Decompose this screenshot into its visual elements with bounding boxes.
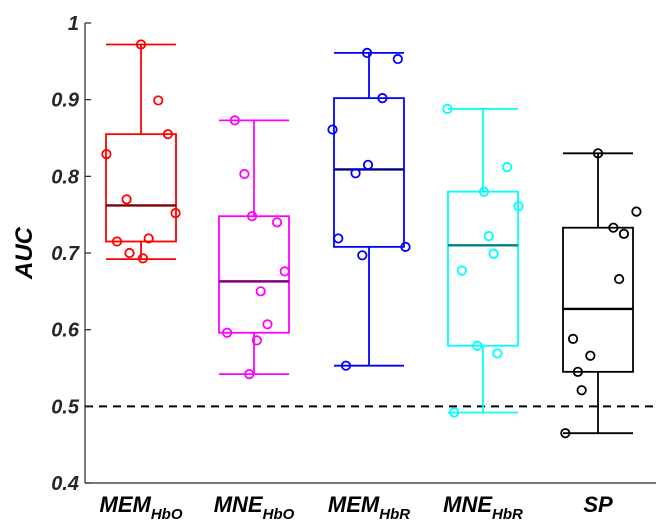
- y-axis-title: AUC: [11, 226, 38, 280]
- x-category-subscript: HbO: [263, 506, 295, 523]
- box-iqr: [562, 226, 634, 373]
- x-category-label: MNEHbO: [214, 492, 295, 523]
- data-point: [472, 340, 483, 351]
- data-point: [255, 286, 266, 297]
- data-point: [124, 247, 135, 259]
- data-point: [478, 186, 490, 197]
- data-point: [631, 206, 642, 217]
- data-point: [614, 273, 625, 285]
- plot-area: [85, 23, 656, 483]
- data-point: [333, 233, 344, 244]
- y-tick-label: 0.6: [51, 320, 80, 342]
- data-point: [488, 248, 499, 259]
- data-point: [111, 236, 123, 247]
- box-iqr: [105, 133, 177, 243]
- x-category-label: MEMHbR: [328, 492, 410, 523]
- data-point: [340, 360, 352, 371]
- data-point: [361, 47, 373, 59]
- y-tick-label: 0.5: [51, 396, 80, 418]
- x-category-main: MEM: [328, 492, 380, 517]
- data-point: [135, 39, 147, 50]
- box-iqr: [218, 215, 290, 334]
- x-category-label: MNEHbR: [443, 492, 523, 523]
- x-category-subscript: HbR: [379, 506, 410, 523]
- data-point: [162, 129, 173, 140]
- data-point: [246, 211, 258, 222]
- data-point: [279, 266, 290, 277]
- data-point: [262, 319, 273, 330]
- box-iqr: [447, 190, 519, 347]
- data-point: [153, 95, 164, 106]
- data-point: [271, 217, 283, 228]
- data-point: [585, 350, 596, 361]
- data-point: [400, 241, 411, 252]
- x-category-label: SP: [583, 492, 613, 517]
- y-tick-label: 1: [68, 13, 79, 35]
- data-point: [567, 333, 579, 344]
- y-tick-label: 0.9: [51, 90, 80, 112]
- data-point: [576, 385, 587, 396]
- data-point: [392, 53, 403, 65]
- data-point: [449, 407, 460, 418]
- data-point: [377, 93, 388, 104]
- data-point: [143, 233, 154, 244]
- data-point: [513, 201, 524, 212]
- data-point: [357, 250, 368, 261]
- data-point: [137, 253, 149, 264]
- x-category-main: MNE: [214, 492, 264, 517]
- data-point: [251, 335, 262, 346]
- data-point: [327, 124, 338, 135]
- data-point: [501, 162, 513, 173]
- data-point: [572, 366, 583, 377]
- data-point: [239, 168, 250, 180]
- x-category-main: MNE: [443, 492, 493, 517]
- x-category-subscript: HbO: [151, 506, 183, 523]
- y-tick-label: 0.8: [51, 166, 80, 188]
- data-point: [618, 228, 630, 239]
- x-category-main: SP: [583, 492, 613, 517]
- data-point: [608, 222, 619, 233]
- x-category-subscript: HbR: [492, 506, 523, 523]
- data-point: [456, 265, 467, 276]
- data-point: [362, 159, 374, 170]
- data-point: [350, 168, 361, 179]
- data-point: [229, 115, 240, 126]
- data-point: [101, 149, 112, 160]
- data-point: [442, 103, 453, 114]
- data-point: [483, 231, 494, 242]
- x-category-main: MEM: [100, 492, 152, 517]
- data-point: [170, 208, 181, 219]
- data-point: [492, 348, 503, 359]
- x-category-label: MEMHbO: [100, 492, 183, 523]
- box-iqr: [333, 97, 405, 248]
- y-tick-label: 0.4: [51, 473, 79, 495]
- data-point: [121, 194, 132, 205]
- y-tick-label: 0.7: [51, 243, 80, 265]
- data-point: [592, 148, 604, 159]
- data-point: [222, 327, 233, 338]
- data-point: [560, 428, 571, 439]
- data-point: [244, 369, 255, 380]
